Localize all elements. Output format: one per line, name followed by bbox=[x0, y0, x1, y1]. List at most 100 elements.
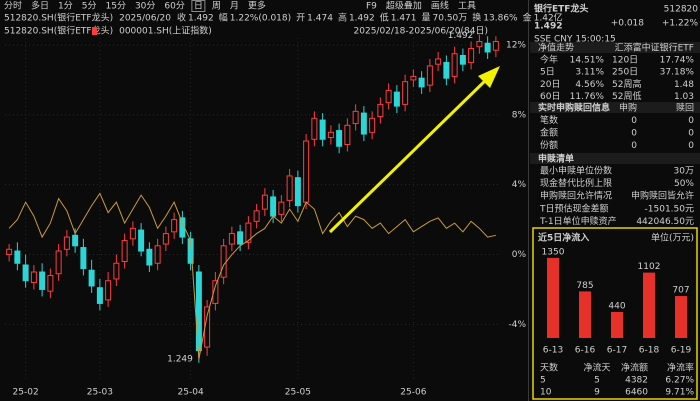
return-label: 52周高 bbox=[612, 78, 641, 90]
info-date: 2025/06/20 bbox=[119, 14, 171, 24]
flow-value: 1102 bbox=[638, 262, 661, 272]
candle-body bbox=[294, 177, 301, 207]
candle-body bbox=[22, 264, 29, 282]
period-button[interactable]: 分时 bbox=[4, 0, 22, 12]
flow-bar bbox=[643, 272, 655, 338]
flow-table-cell: 5 bbox=[594, 376, 600, 386]
fund-name: 银行ETF龙头 bbox=[534, 3, 588, 15]
row-label: 申购赎回允许情况 bbox=[540, 190, 612, 202]
candle-body bbox=[129, 227, 136, 240]
info-value: 1.492 bbox=[349, 14, 375, 24]
flow-box bbox=[532, 227, 698, 400]
flow-table-header: 净流率 bbox=[667, 362, 694, 374]
candle-body bbox=[459, 54, 466, 65]
candle-body bbox=[162, 233, 169, 245]
info-label: 金 bbox=[523, 12, 532, 24]
section-bar bbox=[530, 42, 700, 53]
candle-body bbox=[352, 110, 359, 125]
info-value: 1.474 bbox=[307, 14, 333, 24]
tool-button[interactable]: 工具 bbox=[458, 1, 476, 12]
candle-body bbox=[220, 245, 227, 278]
period-button[interactable]: 60分 bbox=[164, 1, 184, 12]
flow-table-cell: 4382 bbox=[625, 376, 648, 386]
row-value: 申购赎回皆允许 bbox=[631, 190, 694, 202]
period-button[interactable]: 30分 bbox=[135, 1, 155, 12]
change: +0.018 bbox=[611, 19, 645, 29]
x-tick-label: 25-05 bbox=[285, 388, 311, 398]
flow-bar bbox=[579, 291, 591, 338]
info-label: 幅 bbox=[219, 12, 228, 24]
candle-body bbox=[138, 229, 145, 252]
candle-body bbox=[63, 236, 70, 250]
period-button[interactable]: 5分 bbox=[82, 1, 97, 12]
fund-full-name: 汇添富中证银行ETF bbox=[615, 42, 694, 54]
return-value: 14.51% bbox=[570, 56, 605, 66]
candle-body bbox=[385, 89, 392, 104]
y-tick-label: -4% bbox=[508, 320, 526, 330]
row-label: 份额 bbox=[540, 139, 558, 151]
return-value: 1.48 bbox=[674, 80, 694, 90]
return-label: 今年 bbox=[540, 54, 558, 66]
candle-body bbox=[237, 231, 244, 245]
index-line bbox=[8, 192, 496, 360]
candle-body bbox=[369, 117, 376, 133]
candle-body bbox=[451, 53, 458, 77]
tool-button[interactable]: F9 bbox=[366, 2, 377, 12]
return-label: 5日 bbox=[540, 67, 555, 78]
info-label: 开 bbox=[296, 13, 305, 24]
candle-body bbox=[468, 47, 475, 63]
period-button[interactable]: 1分 bbox=[58, 1, 73, 12]
candle-body bbox=[426, 65, 433, 86]
candle-body bbox=[336, 130, 343, 147]
section-bar bbox=[530, 102, 700, 113]
candle-body bbox=[228, 233, 235, 245]
nav-label: 净值走势 bbox=[538, 42, 574, 54]
candle-body bbox=[187, 238, 194, 264]
return-value: 1.03 bbox=[674, 92, 694, 102]
row-value: -1501.50元 bbox=[645, 204, 694, 214]
fund-code: 512820 bbox=[664, 5, 699, 15]
period-button[interactable]: 15分 bbox=[106, 1, 126, 12]
flow-table-cell: 6460 bbox=[625, 388, 648, 398]
info-label: 换 bbox=[472, 12, 481, 24]
flow-table-cell: 9.71% bbox=[665, 388, 694, 398]
period-button[interactable]: 月 bbox=[230, 1, 239, 12]
return-label: 52周低 bbox=[612, 90, 641, 102]
row-label: 现金替代比例上限 bbox=[540, 177, 612, 189]
period-button[interactable]: 更多 bbox=[248, 0, 266, 12]
flow-unit: 单位(万元) bbox=[651, 232, 694, 244]
candle-body bbox=[393, 91, 400, 107]
flow-bar bbox=[611, 311, 623, 338]
period-button[interactable]: 日 bbox=[194, 1, 203, 12]
candle-body bbox=[484, 42, 491, 53]
flow-date: 6-16 bbox=[575, 346, 596, 356]
period-button[interactable]: 周 bbox=[212, 1, 221, 12]
section-bar bbox=[530, 153, 700, 164]
row-value: 0 bbox=[631, 129, 637, 139]
return-label: 250日 bbox=[612, 67, 638, 78]
section-title: 申赎清单 bbox=[538, 153, 574, 165]
candle-body bbox=[410, 75, 417, 81]
candle-body bbox=[154, 245, 161, 264]
return-label: 120日 bbox=[612, 55, 638, 66]
legend-main: 512820.SH(银行ETF龙头) bbox=[4, 25, 113, 37]
return-value: 11.76% bbox=[570, 92, 605, 102]
return-value: 4.56% bbox=[575, 80, 604, 90]
flow-title: 近5日净流入 bbox=[538, 232, 589, 244]
flow-date: 6-13 bbox=[543, 346, 563, 356]
candle-body bbox=[435, 58, 442, 65]
tool-button[interactable]: 超级叠加 bbox=[386, 0, 422, 12]
candle-body bbox=[278, 201, 285, 215]
candle-body bbox=[6, 248, 13, 256]
info-value: 1.22%(0.018) bbox=[230, 14, 291, 24]
period-button[interactable]: 多日 bbox=[31, 0, 49, 12]
candle-body bbox=[245, 222, 252, 243]
info-symbol: 512820.SH(银行ETF龙头) bbox=[4, 12, 113, 24]
section-title: 实时申购赎回信息 bbox=[538, 102, 610, 114]
candle-body bbox=[402, 81, 409, 105]
candle-body bbox=[311, 117, 318, 140]
candle-body bbox=[96, 287, 103, 304]
tool-button[interactable]: 画线 bbox=[431, 0, 449, 12]
row-value: 0 bbox=[688, 116, 694, 126]
